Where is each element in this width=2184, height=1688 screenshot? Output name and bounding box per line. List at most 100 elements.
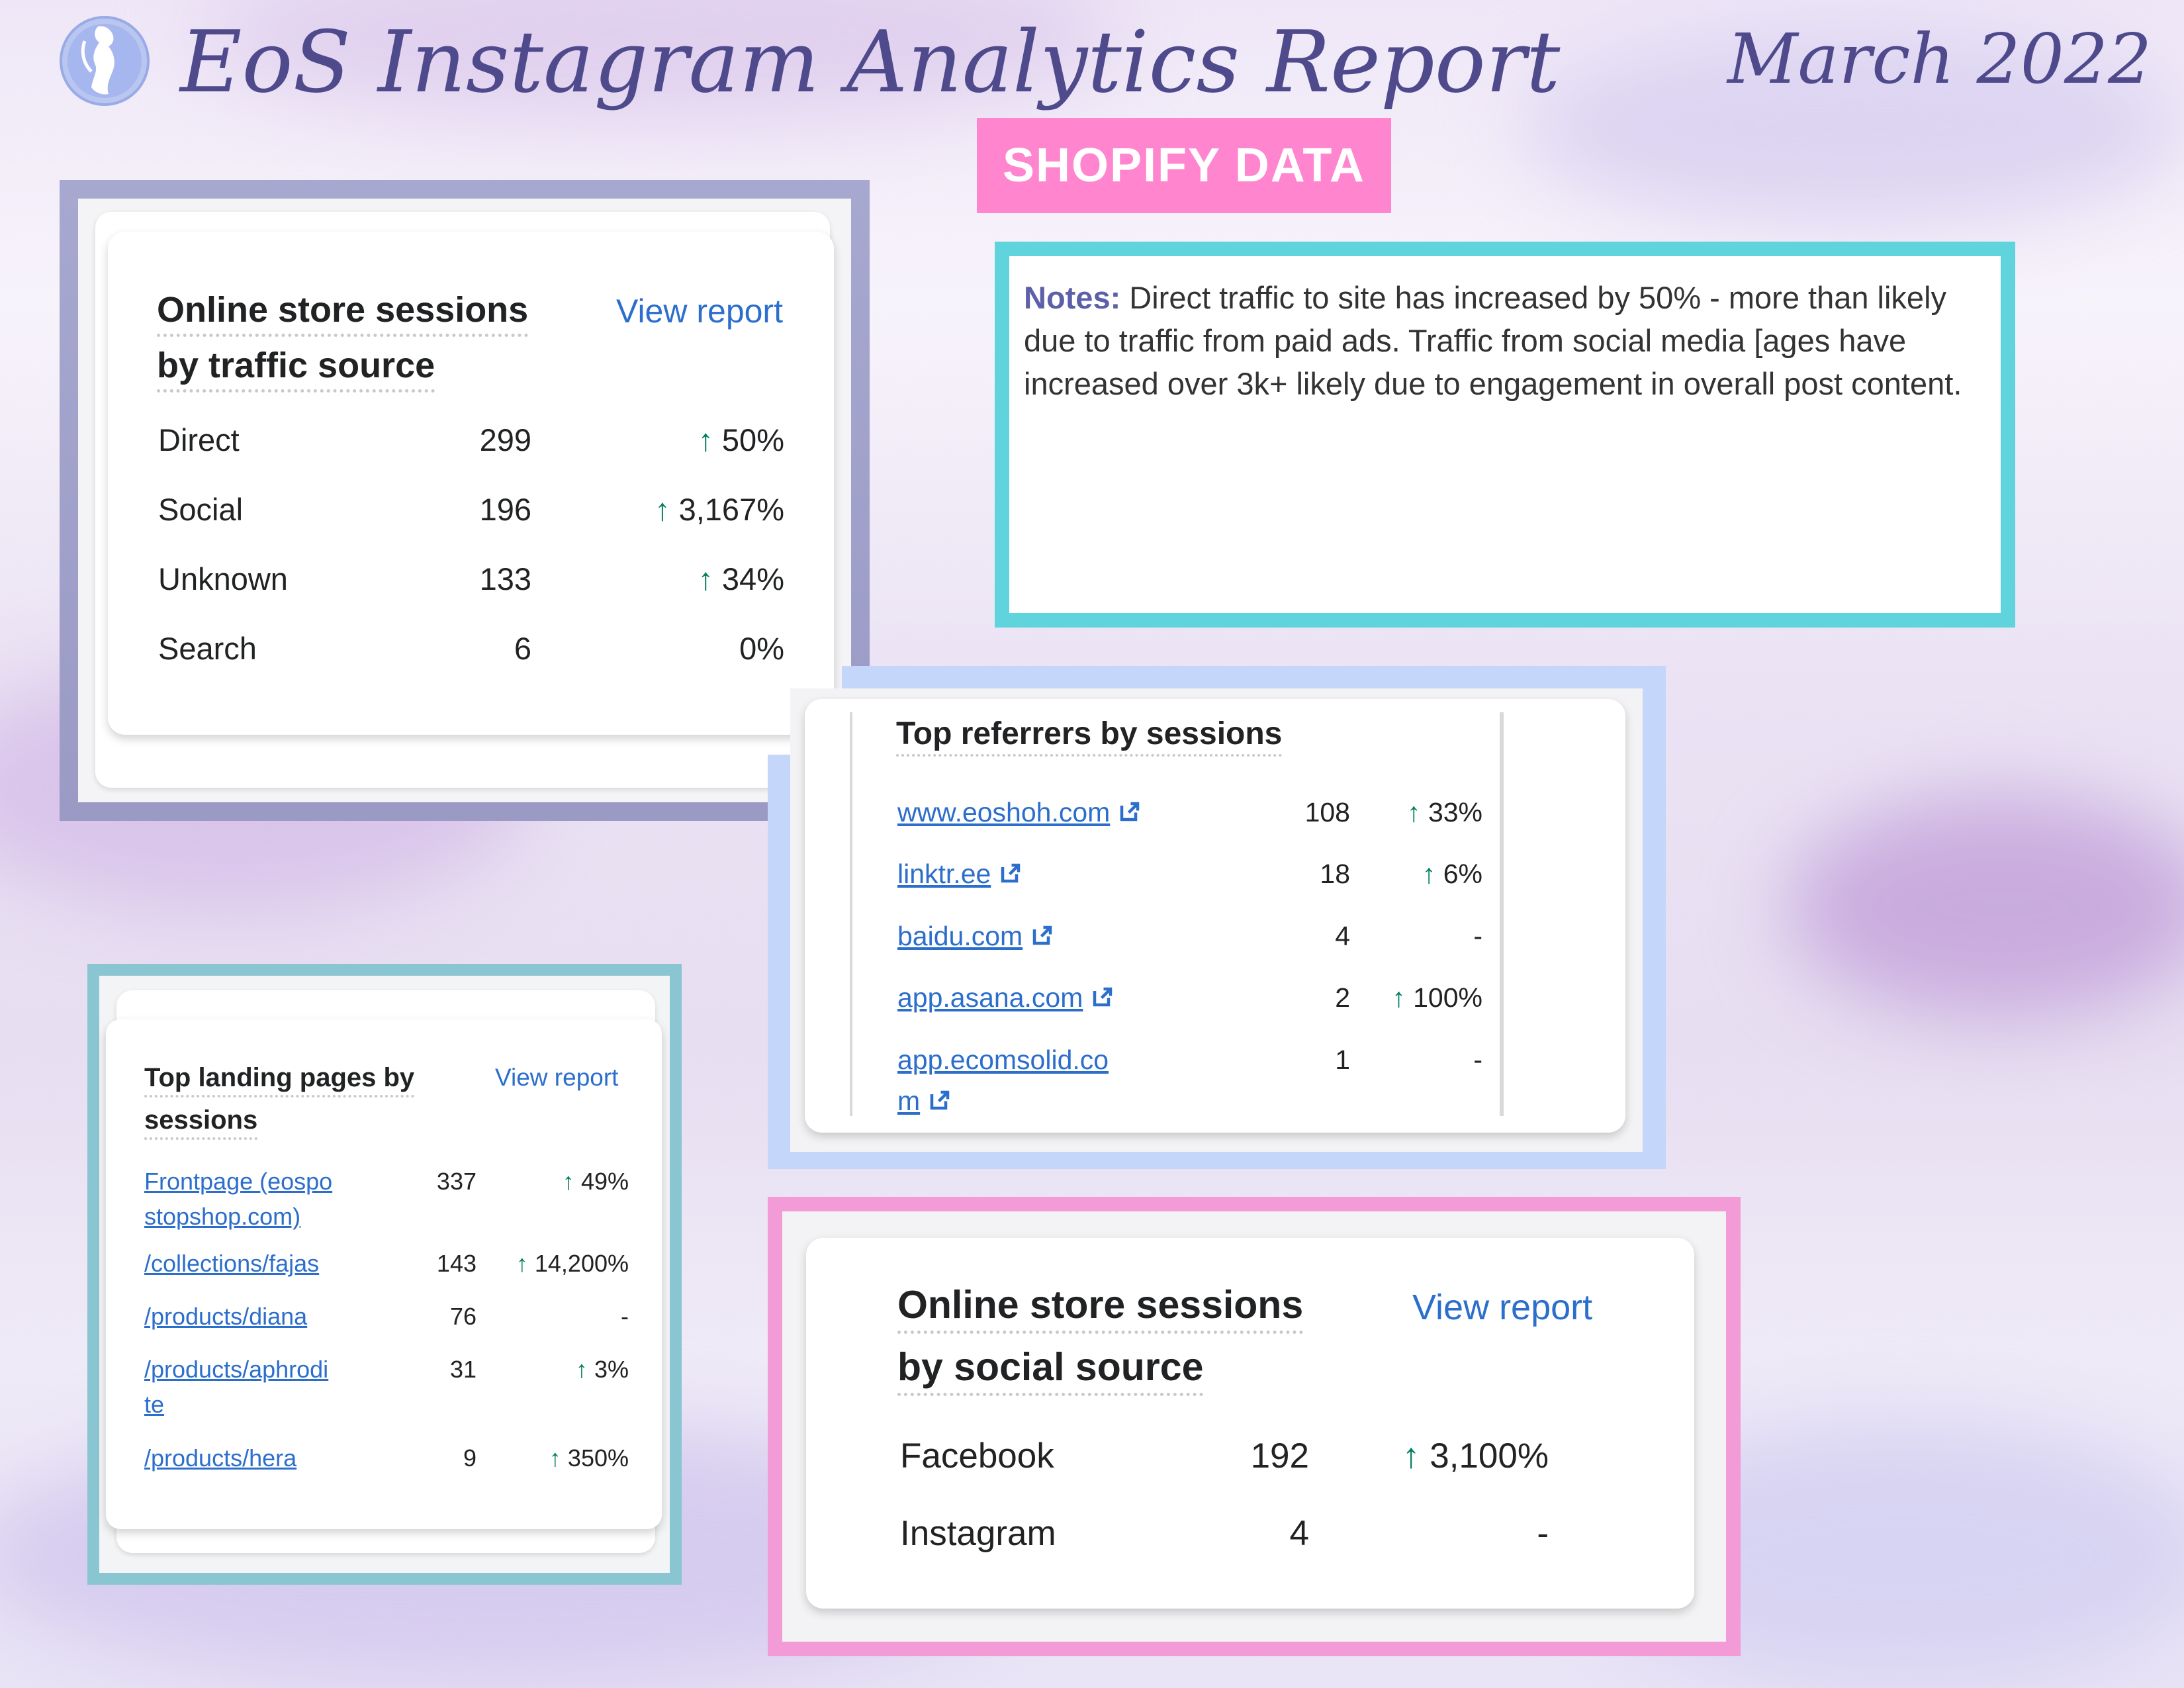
referrer-link[interactable]: baidu.com <box>897 915 1054 959</box>
traffic-source-label: Search <box>158 631 257 666</box>
change-percent: 33% <box>1428 797 1482 827</box>
change-percent: 49% <box>580 1168 629 1195</box>
landing-page-link[interactable]: Frontpage (eospo stopshop.com) <box>144 1164 332 1234</box>
social-source-label: Instagram <box>900 1514 1056 1553</box>
change-percent: 3,100% <box>1430 1436 1549 1476</box>
background-cloud <box>1522 26 2184 225</box>
landing-page-link[interactable]: /collections/fajas <box>144 1246 319 1281</box>
referrer-link-text[interactable]: app.ecomsolid.co <box>897 1045 1109 1075</box>
landing-page-change: ↑ 350% <box>477 1440 629 1476</box>
change-percent: 50% <box>721 422 784 457</box>
traffic-source-change: ↑ 34% <box>571 556 784 602</box>
notes-label: Notes: <box>1024 280 1121 315</box>
referrers-card: Top referrers by sessions www.eoshoh.com… <box>805 699 1625 1133</box>
landing-page-link-text[interactable]: Frontpage (eospo <box>144 1168 333 1195</box>
section-badge-label: SHOPIFY DATA <box>1002 139 1366 192</box>
referrer-link-text[interactable]: app.asana.com <box>897 982 1083 1013</box>
landing-page-link-text[interactable]: /collections/fajas <box>144 1250 320 1277</box>
landing-page-change: ↑ 14,200% <box>477 1246 629 1281</box>
landing-page-sessions: 143 <box>436 1250 477 1277</box>
referrer-link-text[interactable]: www.eoshoh.com <box>897 797 1111 827</box>
referrer-link-text[interactable]: baidu.com <box>897 921 1023 951</box>
referrer-sessions: 108 <box>1304 797 1350 827</box>
trend-up-icon: ↑ <box>1392 982 1414 1013</box>
referrer-change: ↑ 100% <box>1361 977 1482 1018</box>
landing-page-change: - <box>477 1299 629 1334</box>
change-percent: 14,200% <box>534 1250 629 1277</box>
traffic-source-view-report-link[interactable]: View report <box>616 293 783 330</box>
trend-up-icon: ↑ <box>549 1444 568 1472</box>
logo <box>58 15 151 107</box>
social-source-view-report-link[interactable]: View report <box>1412 1288 1593 1327</box>
social-source-label: Facebook <box>900 1436 1054 1476</box>
trend-up-icon: ↑ <box>698 561 722 596</box>
woman-silhouette-icon <box>60 16 150 106</box>
landing-page-link-text[interactable]: te <box>144 1391 165 1418</box>
landing-page-sessions: 9 <box>463 1444 477 1472</box>
landing-page-change: ↑ 3% <box>477 1352 629 1387</box>
landing-page-link-text[interactable]: stopshop.com) <box>144 1203 301 1230</box>
external-link-icon <box>1030 917 1054 959</box>
section-badge: SHOPIFY DATA <box>977 118 1391 213</box>
trend-up-icon: ↑ <box>1407 797 1428 827</box>
referrer-change: - <box>1361 915 1482 957</box>
social-source-value: 192 <box>1250 1436 1309 1476</box>
landing-page-link-text[interactable]: /products/diana <box>144 1303 308 1330</box>
referrer-link[interactable]: app.asana.com <box>897 977 1115 1020</box>
traffic-source-value: 133 <box>479 561 531 596</box>
trend-up-icon: ↑ <box>1402 1436 1430 1476</box>
social-source-card: Online store sessions by social source V… <box>806 1238 1694 1609</box>
social-source-title: Online store sessions by social source <box>897 1274 1304 1398</box>
traffic-source-change: 0% <box>571 626 784 672</box>
referrer-link-text[interactable]: m <box>897 1086 921 1116</box>
trend-up-icon: ↑ <box>516 1250 535 1277</box>
referrer-link-text[interactable]: linktr.ee <box>897 859 991 889</box>
change-percent: - <box>1473 921 1482 951</box>
landing-pages-view-report-link[interactable]: View report <box>495 1064 619 1091</box>
traffic-source-change: ↑ 50% <box>571 417 784 463</box>
landing-page-link-text[interactable]: /products/aphrodi <box>144 1356 329 1383</box>
trend-up-icon: ↑ <box>698 422 722 457</box>
trend-up-icon: ↑ <box>655 492 679 527</box>
referrer-link[interactable]: linktr.ee <box>897 853 1023 896</box>
traffic-source-title: Online store sessions by traffic source <box>157 282 529 393</box>
social-source-change: ↑ 3,100% <box>1369 1430 1549 1483</box>
landing-page-link-text[interactable]: /products/hera <box>144 1444 297 1472</box>
landing-page-link[interactable]: /products/diana <box>144 1299 307 1334</box>
external-link-icon <box>928 1082 952 1123</box>
landing-page-link[interactable]: /products/hera <box>144 1440 296 1476</box>
external-link-icon <box>1091 979 1115 1020</box>
referrer-link[interactable]: app.ecomsolid.co m <box>897 1039 1109 1123</box>
trend-up-icon: ↑ <box>562 1168 581 1195</box>
traffic-source-change: ↑ 3,167% <box>571 487 784 533</box>
notes-box: Notes: Direct traffic to site has increa… <box>995 242 2015 628</box>
change-percent: - <box>1537 1514 1549 1553</box>
notes-body: Direct traffic to site has increased by … <box>1024 280 1962 401</box>
external-link-icon <box>999 855 1023 896</box>
change-percent: 3% <box>594 1356 629 1383</box>
referrer-link[interactable]: www.eoshoh.com <box>897 792 1142 835</box>
referrer-sessions: 1 <box>1335 1045 1350 1075</box>
referrers-title: Top referrers by sessions <box>896 711 1283 757</box>
change-percent: 100% <box>1413 982 1482 1013</box>
referrer-change: - <box>1361 1039 1482 1080</box>
social-source-value: 4 <box>1289 1514 1309 1553</box>
landing-pages-card: Top landing pages by sessions View repor… <box>106 1019 662 1529</box>
change-percent: 0% <box>739 631 784 666</box>
referrer-sessions: 2 <box>1335 982 1350 1013</box>
traffic-source-label: Direct <box>158 422 240 457</box>
landing-page-sessions: 76 <box>449 1303 477 1330</box>
traffic-source-value: 299 <box>479 422 531 457</box>
notes-text: Notes: Direct traffic to site has increa… <box>1024 276 1990 405</box>
report-date: March 2022 <box>1727 19 2152 99</box>
report-title: EoS Instagram Analytics Report <box>180 13 1561 112</box>
referrer-sessions: 4 <box>1335 921 1350 951</box>
landing-pages-title: Top landing pages by sessions <box>144 1056 415 1141</box>
trend-up-icon: ↑ <box>1422 859 1443 889</box>
traffic-source-value: 196 <box>479 492 531 527</box>
landing-page-link[interactable]: /products/aphrodi te <box>144 1352 328 1422</box>
traffic-source-card: Online store sessions by traffic source … <box>108 232 834 735</box>
traffic-source-label: Unknown <box>158 561 288 596</box>
landing-page-change: ↑ 49% <box>477 1164 629 1199</box>
external-link-icon <box>1118 794 1142 835</box>
